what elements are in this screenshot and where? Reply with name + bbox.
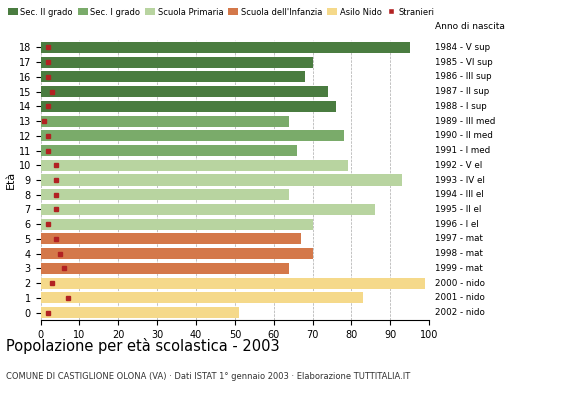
Text: 1992 - V el: 1992 - V el (435, 161, 482, 170)
Bar (41, 130, 344, 141)
Text: 1991 - I med: 1991 - I med (435, 146, 490, 155)
Text: 1990 - II med: 1990 - II med (435, 131, 493, 140)
Text: 2002 - nido: 2002 - nido (435, 308, 485, 317)
Bar (41, 145, 297, 156)
Bar (41, 116, 289, 126)
Bar (41, 263, 289, 274)
Bar (41, 204, 375, 215)
Bar (41, 42, 409, 53)
Text: 1988 - I sup: 1988 - I sup (435, 102, 487, 111)
Bar (41, 71, 305, 82)
Bar (41, 56, 313, 68)
Bar (41, 160, 347, 171)
Text: 1997 - mat: 1997 - mat (435, 234, 483, 244)
Y-axis label: Età: Età (6, 171, 16, 189)
Text: 1989 - III med: 1989 - III med (435, 116, 495, 126)
Text: 1998 - mat: 1998 - mat (435, 249, 483, 258)
Text: 2000 - nido: 2000 - nido (435, 279, 485, 288)
Bar (41, 189, 289, 200)
Bar (41, 307, 239, 318)
Bar (41, 248, 313, 259)
Bar (41, 278, 425, 289)
Text: 1986 - III sup: 1986 - III sup (435, 72, 491, 81)
Text: Anno di nascita: Anno di nascita (435, 22, 505, 31)
Text: 1996 - I el: 1996 - I el (435, 220, 478, 229)
Text: 1995 - II el: 1995 - II el (435, 205, 481, 214)
Text: 1984 - V sup: 1984 - V sup (435, 43, 490, 52)
Bar (41, 101, 336, 112)
Text: 1994 - III el: 1994 - III el (435, 190, 484, 199)
Text: 2001 - nido: 2001 - nido (435, 293, 485, 302)
Text: COMUNE DI CASTIGLIONE OLONA (VA) · Dati ISTAT 1° gennaio 2003 · Elaborazione TUT: COMUNE DI CASTIGLIONE OLONA (VA) · Dati … (6, 372, 410, 381)
Text: 1999 - mat: 1999 - mat (435, 264, 483, 273)
Text: 1987 - II sup: 1987 - II sup (435, 87, 489, 96)
Bar (41, 174, 402, 186)
Legend: Sec. II grado, Sec. I grado, Scuola Primaria, Scuola dell'Infanzia, Asilo Nido, : Sec. II grado, Sec. I grado, Scuola Prim… (4, 4, 438, 20)
Bar (41, 86, 328, 97)
Text: 1985 - VI sup: 1985 - VI sup (435, 58, 492, 67)
Bar (41, 234, 301, 244)
Text: Popolazione per età scolastica - 2003: Popolazione per età scolastica - 2003 (6, 338, 280, 354)
Text: 1993 - IV el: 1993 - IV el (435, 176, 485, 184)
Bar (41, 219, 313, 230)
Bar (41, 292, 363, 304)
